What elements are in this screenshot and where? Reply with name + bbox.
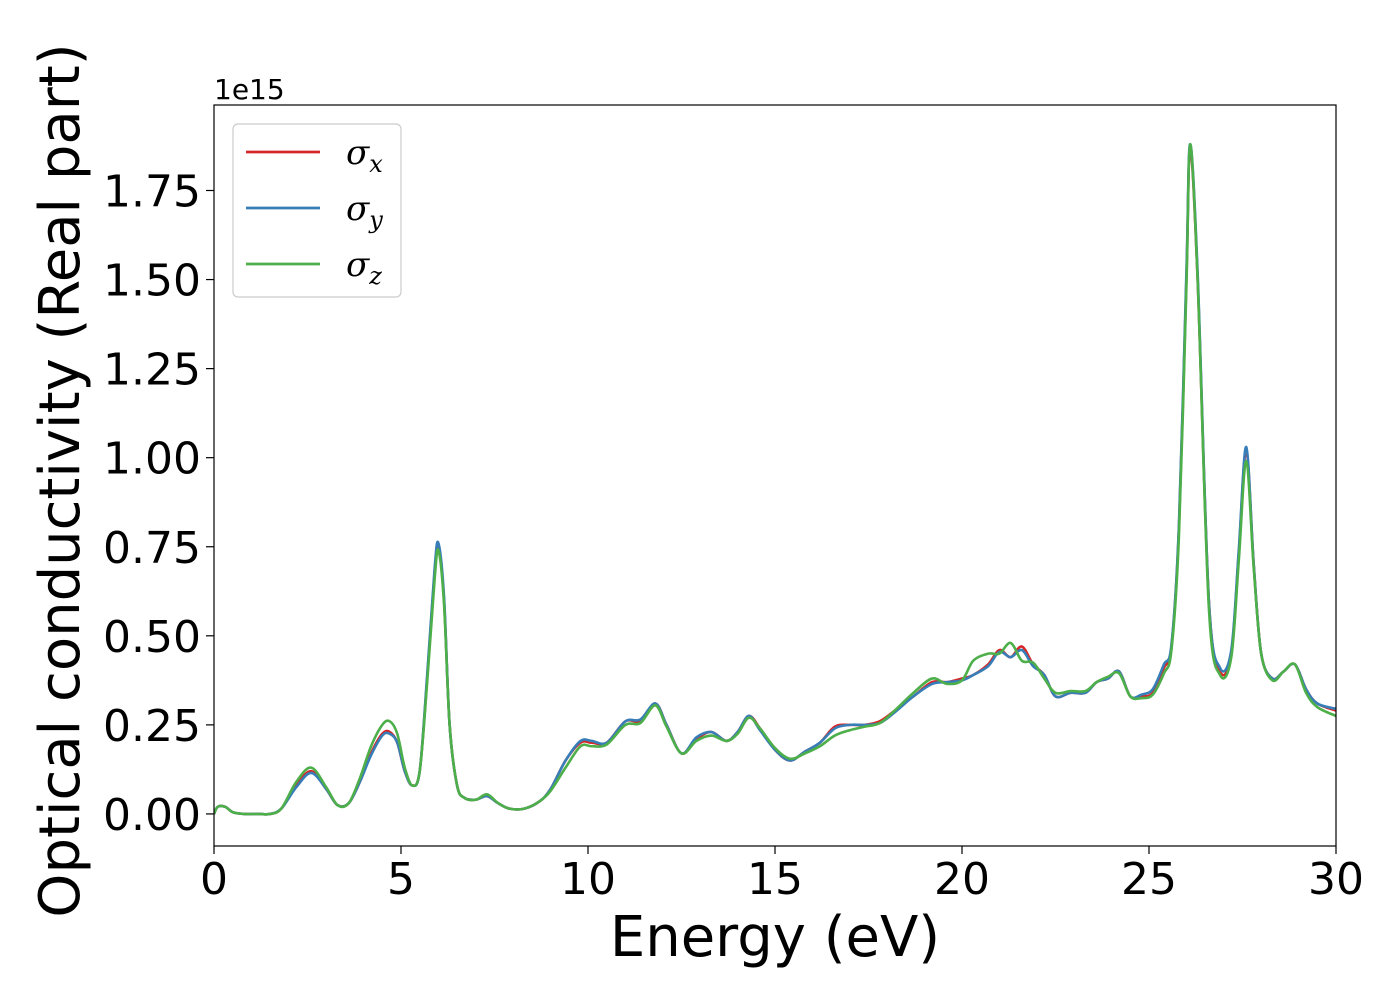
series-layer — [214, 142, 1336, 816]
x-tick-label: 15 — [747, 854, 803, 905]
x-tick-label: 30 — [1308, 854, 1364, 905]
x-tick-label: 5 — [387, 854, 415, 905]
y-tick-label: 0.50 — [103, 612, 201, 663]
legend-label-z: σz — [346, 245, 382, 290]
x-tick-label: 0 — [200, 854, 228, 905]
y-tick-label: 1.75 — [103, 167, 201, 218]
x-axis-label: Energy (eV) — [610, 905, 940, 970]
y-tick-label: 1.50 — [103, 256, 201, 307]
y-tick-label: 0.75 — [103, 523, 201, 574]
x-axis-ticks: 0 5 10 15 20 25 30 — [200, 846, 1364, 905]
y-axis-label: Optical conductivity (Real part) — [28, 43, 93, 917]
legend-box — [232, 123, 402, 298]
series-line-z — [214, 142, 1336, 816]
legend: σx σy σz — [232, 123, 402, 298]
y-axis-ticks: 0.00 0.25 0.50 0.75 1.00 1.25 1.50 1.75 — [103, 167, 214, 841]
x-tick-label: 20 — [934, 854, 990, 905]
y-tick-label: 1.25 — [103, 345, 201, 396]
y-tick-label: 1.00 — [103, 434, 201, 485]
x-tick-label: 10 — [560, 854, 616, 905]
x-tick-label: 25 — [1121, 854, 1177, 905]
y-tick-label: 0.25 — [103, 701, 201, 752]
y-axis-offset-label: 1e15 — [214, 73, 285, 106]
legend-label-x: σx — [346, 133, 383, 178]
y-tick-label: 0.00 — [103, 790, 201, 841]
legend-label-y: σy — [346, 189, 383, 234]
